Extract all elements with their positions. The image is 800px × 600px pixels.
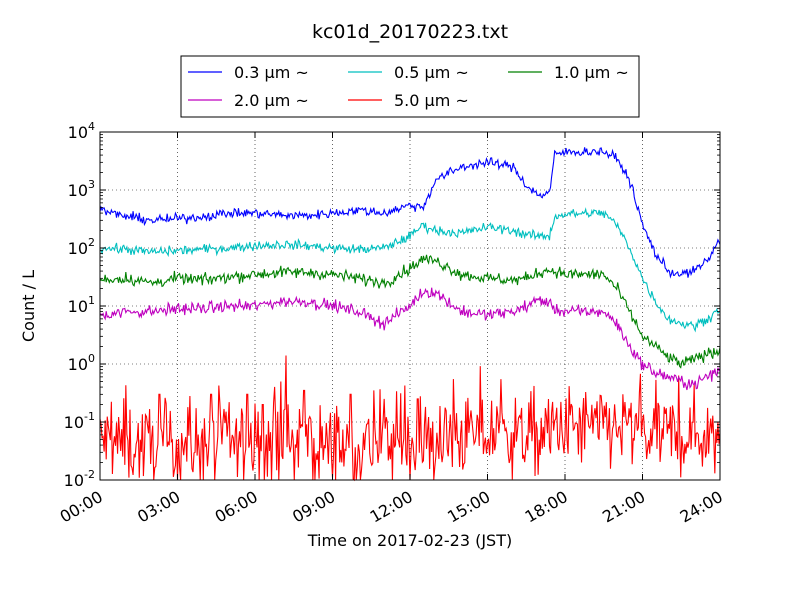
series-line-3: [99, 254, 721, 369]
series-line-4: [99, 287, 721, 391]
legend-label: 0.3 μm ~: [234, 63, 309, 82]
legend-box: [180, 55, 640, 118]
legend: 0.3 μm ~ 0.5 μm ~ 1.0 μm ~ 2.0 μm ~ 5.0 μm ~: [180, 55, 640, 118]
chart-title: kc01d_20170223.txt: [312, 21, 508, 43]
series-line-2: [99, 207, 721, 333]
y-axis-label: Count / L: [19, 270, 38, 342]
legend-label: 5.0 μm ~: [394, 91, 469, 110]
legend-label: 0.5 μm ~: [394, 63, 469, 82]
legend-label: 2.0 μm ~: [234, 91, 309, 110]
series-line-1: [99, 147, 721, 279]
x-axis-label: Time on 2017-02-23 (JST): [307, 531, 512, 550]
legend-label: 1.0 μm ~: [554, 63, 629, 82]
